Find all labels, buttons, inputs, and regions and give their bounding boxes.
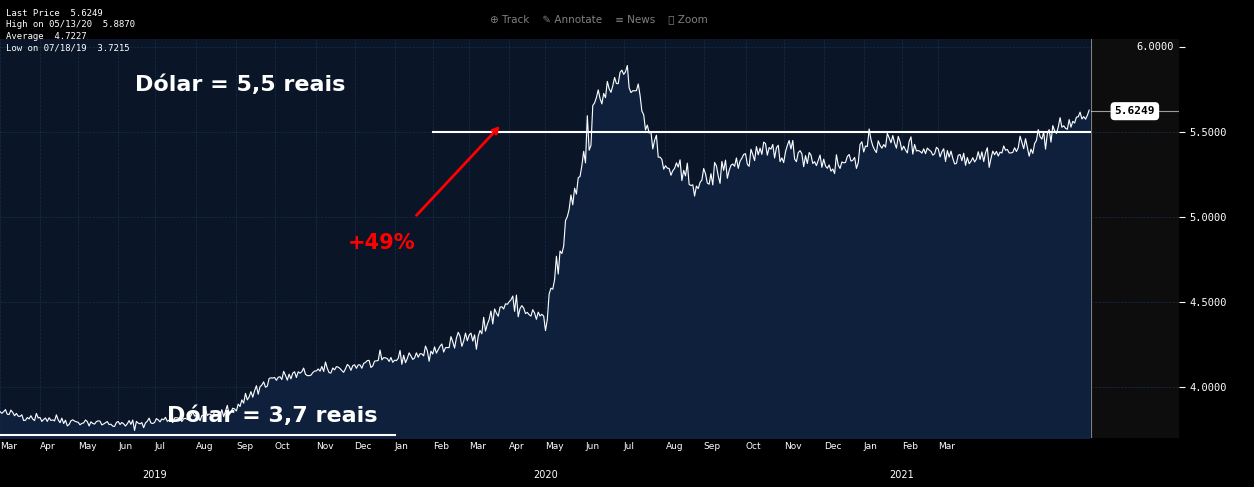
- Text: Average  4.7227: Average 4.7227: [6, 32, 87, 41]
- Text: Nov: Nov: [316, 442, 334, 450]
- Text: Oct: Oct: [745, 442, 761, 450]
- Text: Jan: Jan: [395, 442, 409, 450]
- Text: Sep: Sep: [237, 442, 253, 450]
- Text: Low on 07/18/19  3.7215: Low on 07/18/19 3.7215: [6, 44, 130, 53]
- Text: ⊕ Track    ✎ Annotate    ≡ News    🔍 Zoom: ⊕ Track ✎ Annotate ≡ News 🔍 Zoom: [490, 15, 707, 24]
- Text: Nov: Nov: [784, 442, 801, 450]
- Text: 2020: 2020: [533, 470, 558, 480]
- Text: Oct: Oct: [275, 442, 290, 450]
- Text: 6.0000: 6.0000: [1137, 42, 1175, 53]
- Text: Jun: Jun: [118, 442, 133, 450]
- Text: Aug: Aug: [197, 442, 214, 450]
- Text: Feb: Feb: [902, 442, 918, 450]
- Text: Dec: Dec: [355, 442, 372, 450]
- Text: Feb: Feb: [433, 442, 449, 450]
- Text: Last Price  5.6249: Last Price 5.6249: [6, 9, 103, 18]
- Text: Sep: Sep: [703, 442, 721, 450]
- Text: May: May: [78, 442, 97, 450]
- Text: Dec: Dec: [824, 442, 841, 450]
- Text: High on 05/13/20  5.8870: High on 05/13/20 5.8870: [6, 20, 135, 29]
- Text: Mar: Mar: [469, 442, 487, 450]
- Text: 5.6249: 5.6249: [1115, 106, 1155, 116]
- Text: Jun: Jun: [586, 442, 599, 450]
- Text: Jul: Jul: [154, 442, 166, 450]
- Text: Mar: Mar: [938, 442, 956, 450]
- Text: Dólar = 3,7 reais: Dólar = 3,7 reais: [168, 406, 377, 427]
- Text: 2019: 2019: [142, 470, 167, 480]
- Text: 2021: 2021: [889, 470, 914, 480]
- Text: Jul: Jul: [623, 442, 635, 450]
- Text: Apr: Apr: [509, 442, 524, 450]
- Text: +49%: +49%: [349, 233, 415, 253]
- Text: Aug: Aug: [666, 442, 683, 450]
- Text: Apr: Apr: [40, 442, 55, 450]
- Text: May: May: [545, 442, 564, 450]
- Text: Mar: Mar: [0, 442, 18, 450]
- Text: Dólar = 5,5 reais: Dólar = 5,5 reais: [135, 75, 345, 95]
- Text: Jan: Jan: [864, 442, 878, 450]
